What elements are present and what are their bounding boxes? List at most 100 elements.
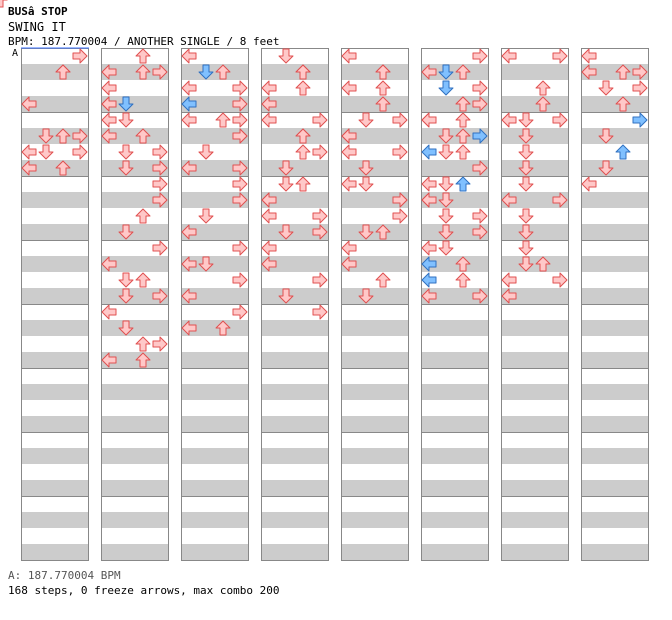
step-arrow	[181, 320, 197, 336]
beat-band	[101, 96, 169, 112]
beat-band	[101, 64, 169, 80]
step-arrow	[261, 96, 277, 112]
step-arrow	[118, 144, 134, 160]
beat-band	[501, 448, 569, 464]
step-arrow	[312, 112, 328, 128]
beat-band	[261, 512, 329, 528]
step-arrow	[215, 112, 231, 128]
step-arrow	[181, 224, 197, 240]
beat-band	[181, 224, 249, 240]
step-arrow	[21, 96, 37, 112]
step-arrow	[535, 80, 551, 96]
beat-band	[421, 448, 489, 464]
step-arrow	[421, 288, 437, 304]
beat-band	[21, 64, 89, 80]
beat-band	[101, 192, 169, 208]
beat-band	[581, 256, 649, 272]
step-arrow	[501, 48, 517, 64]
step-arrow	[232, 160, 248, 176]
step-arrow	[0, 0, 8, 8]
step-arrow	[181, 80, 197, 96]
beat-band	[101, 512, 169, 528]
beat-band	[261, 384, 329, 400]
beat-band	[181, 288, 249, 304]
beat-band	[21, 448, 89, 464]
step-arrow	[118, 112, 134, 128]
blue-step-arrow	[198, 64, 214, 80]
beat-band	[341, 544, 409, 560]
beat-band	[101, 256, 169, 272]
beat-band	[581, 448, 649, 464]
beat-band	[181, 544, 249, 560]
step-arrow	[518, 128, 534, 144]
step-arrow	[232, 272, 248, 288]
step-arrow	[118, 272, 134, 288]
step-arrow	[392, 112, 408, 128]
step-arrow	[438, 208, 454, 224]
step-arrow	[518, 208, 534, 224]
step-arrow	[118, 160, 134, 176]
bpm-legend: A: 187.770004 BPM	[8, 569, 121, 582]
step-arrow	[261, 192, 277, 208]
beat-band	[261, 192, 329, 208]
beat-band	[421, 384, 489, 400]
step-arrow	[518, 240, 534, 256]
beat-band	[421, 544, 489, 560]
beat-band	[181, 480, 249, 496]
step-arrow	[615, 64, 631, 80]
step-arrow	[118, 288, 134, 304]
beat-band	[181, 384, 249, 400]
step-arrow	[341, 48, 357, 64]
step-arrow	[198, 208, 214, 224]
beat-band	[501, 320, 569, 336]
beat-band	[341, 256, 409, 272]
blue-step-arrow	[181, 96, 197, 112]
beat-band	[501, 224, 569, 240]
step-arrow	[152, 160, 168, 176]
beat-band	[581, 96, 649, 112]
beat-band	[101, 160, 169, 176]
step-arrow	[358, 176, 374, 192]
step-arrow	[472, 288, 488, 304]
beat-band	[421, 256, 489, 272]
steps-summary: 168 steps, 0 freeze arrows, max combo 20…	[8, 584, 280, 597]
beat-band	[101, 544, 169, 560]
step-arrow	[101, 96, 117, 112]
chart-column	[181, 48, 249, 561]
step-arrow	[581, 64, 597, 80]
step-arrow	[101, 128, 117, 144]
step-arrow	[518, 112, 534, 128]
beat-band	[261, 128, 329, 144]
measure-box	[341, 496, 409, 561]
step-arrow	[72, 144, 88, 160]
step-arrow	[632, 64, 648, 80]
beat-band	[261, 416, 329, 432]
step-arrow	[421, 192, 437, 208]
beat-band	[341, 64, 409, 80]
step-arrow	[55, 160, 71, 176]
step-arrow	[341, 240, 357, 256]
step-arrow	[552, 272, 568, 288]
step-arrow	[101, 352, 117, 368]
step-arrow	[312, 272, 328, 288]
beat-band	[501, 352, 569, 368]
step-arrow	[135, 128, 151, 144]
step-arrow	[375, 96, 391, 112]
step-arrow	[181, 256, 197, 272]
step-arrow	[455, 96, 471, 112]
beat-band	[421, 160, 489, 176]
step-arrow	[181, 112, 197, 128]
step-arrow	[341, 256, 357, 272]
step-arrow	[261, 112, 277, 128]
beat-band	[581, 192, 649, 208]
beat-band	[341, 96, 409, 112]
step-arrow	[421, 64, 437, 80]
step-arrow	[472, 160, 488, 176]
step-arrow	[598, 80, 614, 96]
step-arrow	[518, 224, 534, 240]
step-arrow	[312, 224, 328, 240]
beat-band	[261, 480, 329, 496]
chart-column	[341, 48, 409, 561]
step-arrow	[341, 144, 357, 160]
step-arrow	[438, 176, 454, 192]
